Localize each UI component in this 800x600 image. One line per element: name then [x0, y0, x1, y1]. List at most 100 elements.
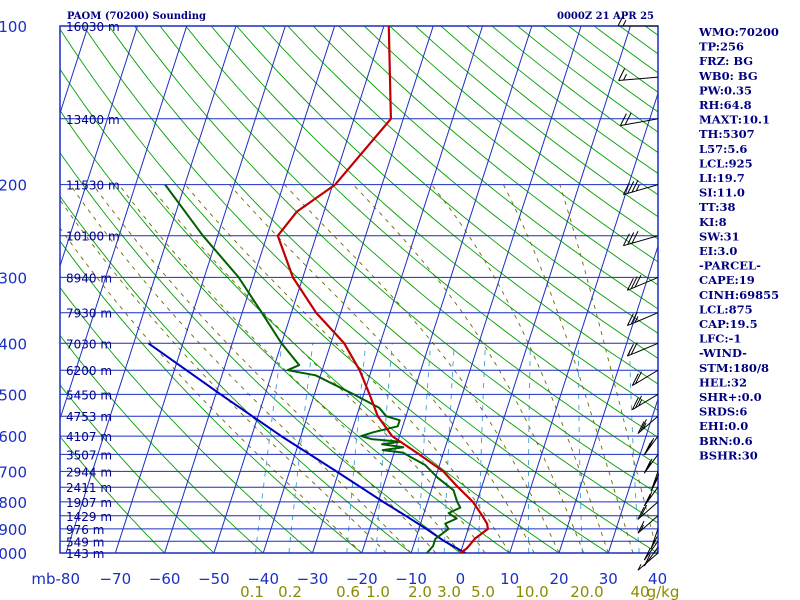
index-value: SRDS:6	[699, 405, 747, 419]
isotherm-line	[60, 26, 188, 421]
height-label: 976 m	[66, 523, 104, 537]
index-value: SW:31	[699, 229, 740, 243]
wind-barb-staff	[632, 369, 659, 387]
wind-barb-staff	[620, 118, 659, 127]
wind-barb-staff	[627, 276, 659, 291]
moist-adiabat	[92, 184, 437, 553]
moist-adiabat	[60, 227, 363, 553]
wind-barb-flag	[652, 473, 660, 487]
wind-barb-half-flag	[651, 539, 656, 547]
wind-barb	[619, 112, 659, 127]
index-value: LFC:-1	[699, 332, 741, 346]
isotherm-line	[459, 26, 631, 553]
height-label: 4753 m	[66, 410, 112, 424]
dry-adiabat	[133, 26, 658, 495]
height-label: 16030 m	[66, 20, 120, 34]
pressure-tick-label: 700	[0, 463, 27, 481]
wind-barb-staff	[623, 235, 659, 247]
temperature-tick-label: 40	[648, 570, 667, 588]
isotherm-line	[311, 26, 484, 553]
height-label: 7930 m	[66, 307, 112, 321]
height-label: 3507 m	[66, 448, 112, 462]
wind-barb	[622, 230, 659, 247]
index-value: FRZ: BG	[699, 54, 753, 68]
wind-barb	[643, 435, 659, 456]
pressure-tick-label: 300	[0, 269, 27, 287]
index-value: STM:180/8	[699, 361, 769, 375]
height-label: 13400 m	[66, 113, 120, 127]
wind-barb-flag	[640, 419, 647, 432]
wind-barb-half-flag	[642, 422, 647, 430]
wind-barb-flag	[643, 547, 651, 561]
wind-barb-staff	[643, 540, 659, 561]
wind-barb	[622, 179, 659, 196]
mixing-ratio-label: 20.0	[570, 583, 603, 600]
parcel-trace-line	[147, 342, 466, 553]
temperature-tick-label: −30	[297, 570, 329, 588]
wind-barb	[643, 540, 659, 561]
wind-barb	[650, 471, 660, 492]
isotherm-line	[60, 26, 89, 115]
wind-barb	[617, 13, 658, 27]
wind-barb-flag	[631, 373, 639, 386]
wind-barb-half-flag	[638, 399, 643, 407]
temperature-tick-label: 20	[549, 570, 568, 588]
index-value: SI:11.0	[699, 186, 745, 200]
mixing-ratio-label: 10.0	[515, 583, 548, 600]
mixing-ratio-label: 40	[630, 583, 649, 600]
height-label: 6200 m	[66, 364, 112, 378]
index-value: L57:5.6	[699, 142, 747, 156]
moist-adiabat	[69, 184, 412, 553]
wind-barb-flag	[640, 504, 647, 518]
sounding-profiles	[147, 26, 489, 553]
isotherm-line	[558, 244, 658, 553]
pressure-tick-label: 800	[0, 494, 27, 512]
temperature-tick-label: −40	[247, 570, 279, 588]
wind-barb-staff	[627, 342, 659, 357]
height-label: 4107 m	[66, 430, 112, 444]
pressure-tick-label: 600	[0, 428, 27, 446]
dry-adiabat	[60, 286, 314, 553]
wind-barb-flag	[647, 437, 655, 451]
mixing-ratio-line	[254, 343, 283, 553]
wind-barb	[643, 486, 659, 507]
mixing-ratio-label: 3.0	[437, 583, 461, 600]
dry-adiabat	[60, 435, 166, 553]
mixing-ratio-label: 5.0	[471, 583, 495, 600]
mixing-ratio-label: 1.0	[366, 583, 390, 600]
height-label: 8940 m	[66, 271, 112, 285]
wind-barb-flag	[624, 112, 632, 126]
dry-adiabat	[60, 195, 412, 553]
wind-barb-flag	[626, 313, 634, 326]
wind-barb	[626, 274, 659, 291]
wind-barb-half-flag	[622, 19, 627, 27]
index-value: LCL:875	[699, 302, 753, 316]
index-value: CAPE:19	[699, 273, 755, 287]
wind-barb	[637, 515, 659, 534]
wind-barb-flag	[637, 506, 645, 520]
moist-adiabat	[60, 199, 387, 553]
wind-barb-flag	[622, 182, 630, 195]
index-value: TT:38	[699, 200, 736, 214]
dewpoint-line	[164, 184, 462, 553]
wind-barb-flag	[627, 232, 635, 245]
temperature-line	[276, 26, 489, 553]
isobar-isotherm-grid	[60, 26, 658, 553]
wind-barb-staff	[618, 76, 659, 81]
wind-barb-flag	[631, 179, 639, 193]
wind-barb	[631, 369, 659, 387]
wind-barb	[626, 311, 659, 327]
wind-barb-staff	[632, 393, 659, 411]
index-value: PW:0.35	[699, 83, 752, 97]
pressure-tick-label: 900	[0, 521, 27, 539]
pressure-tick-label: 400	[0, 335, 27, 353]
isotherm-line	[114, 26, 286, 553]
temperature-tick-label: −20	[346, 570, 378, 588]
wind-barb-half-flag	[623, 73, 627, 81]
mixing-ratio-label: 0.2	[278, 583, 302, 600]
index-value: HEL:32	[699, 375, 747, 389]
wind-barb-staff	[627, 312, 659, 327]
wind-barb-half-flag	[637, 564, 642, 571]
